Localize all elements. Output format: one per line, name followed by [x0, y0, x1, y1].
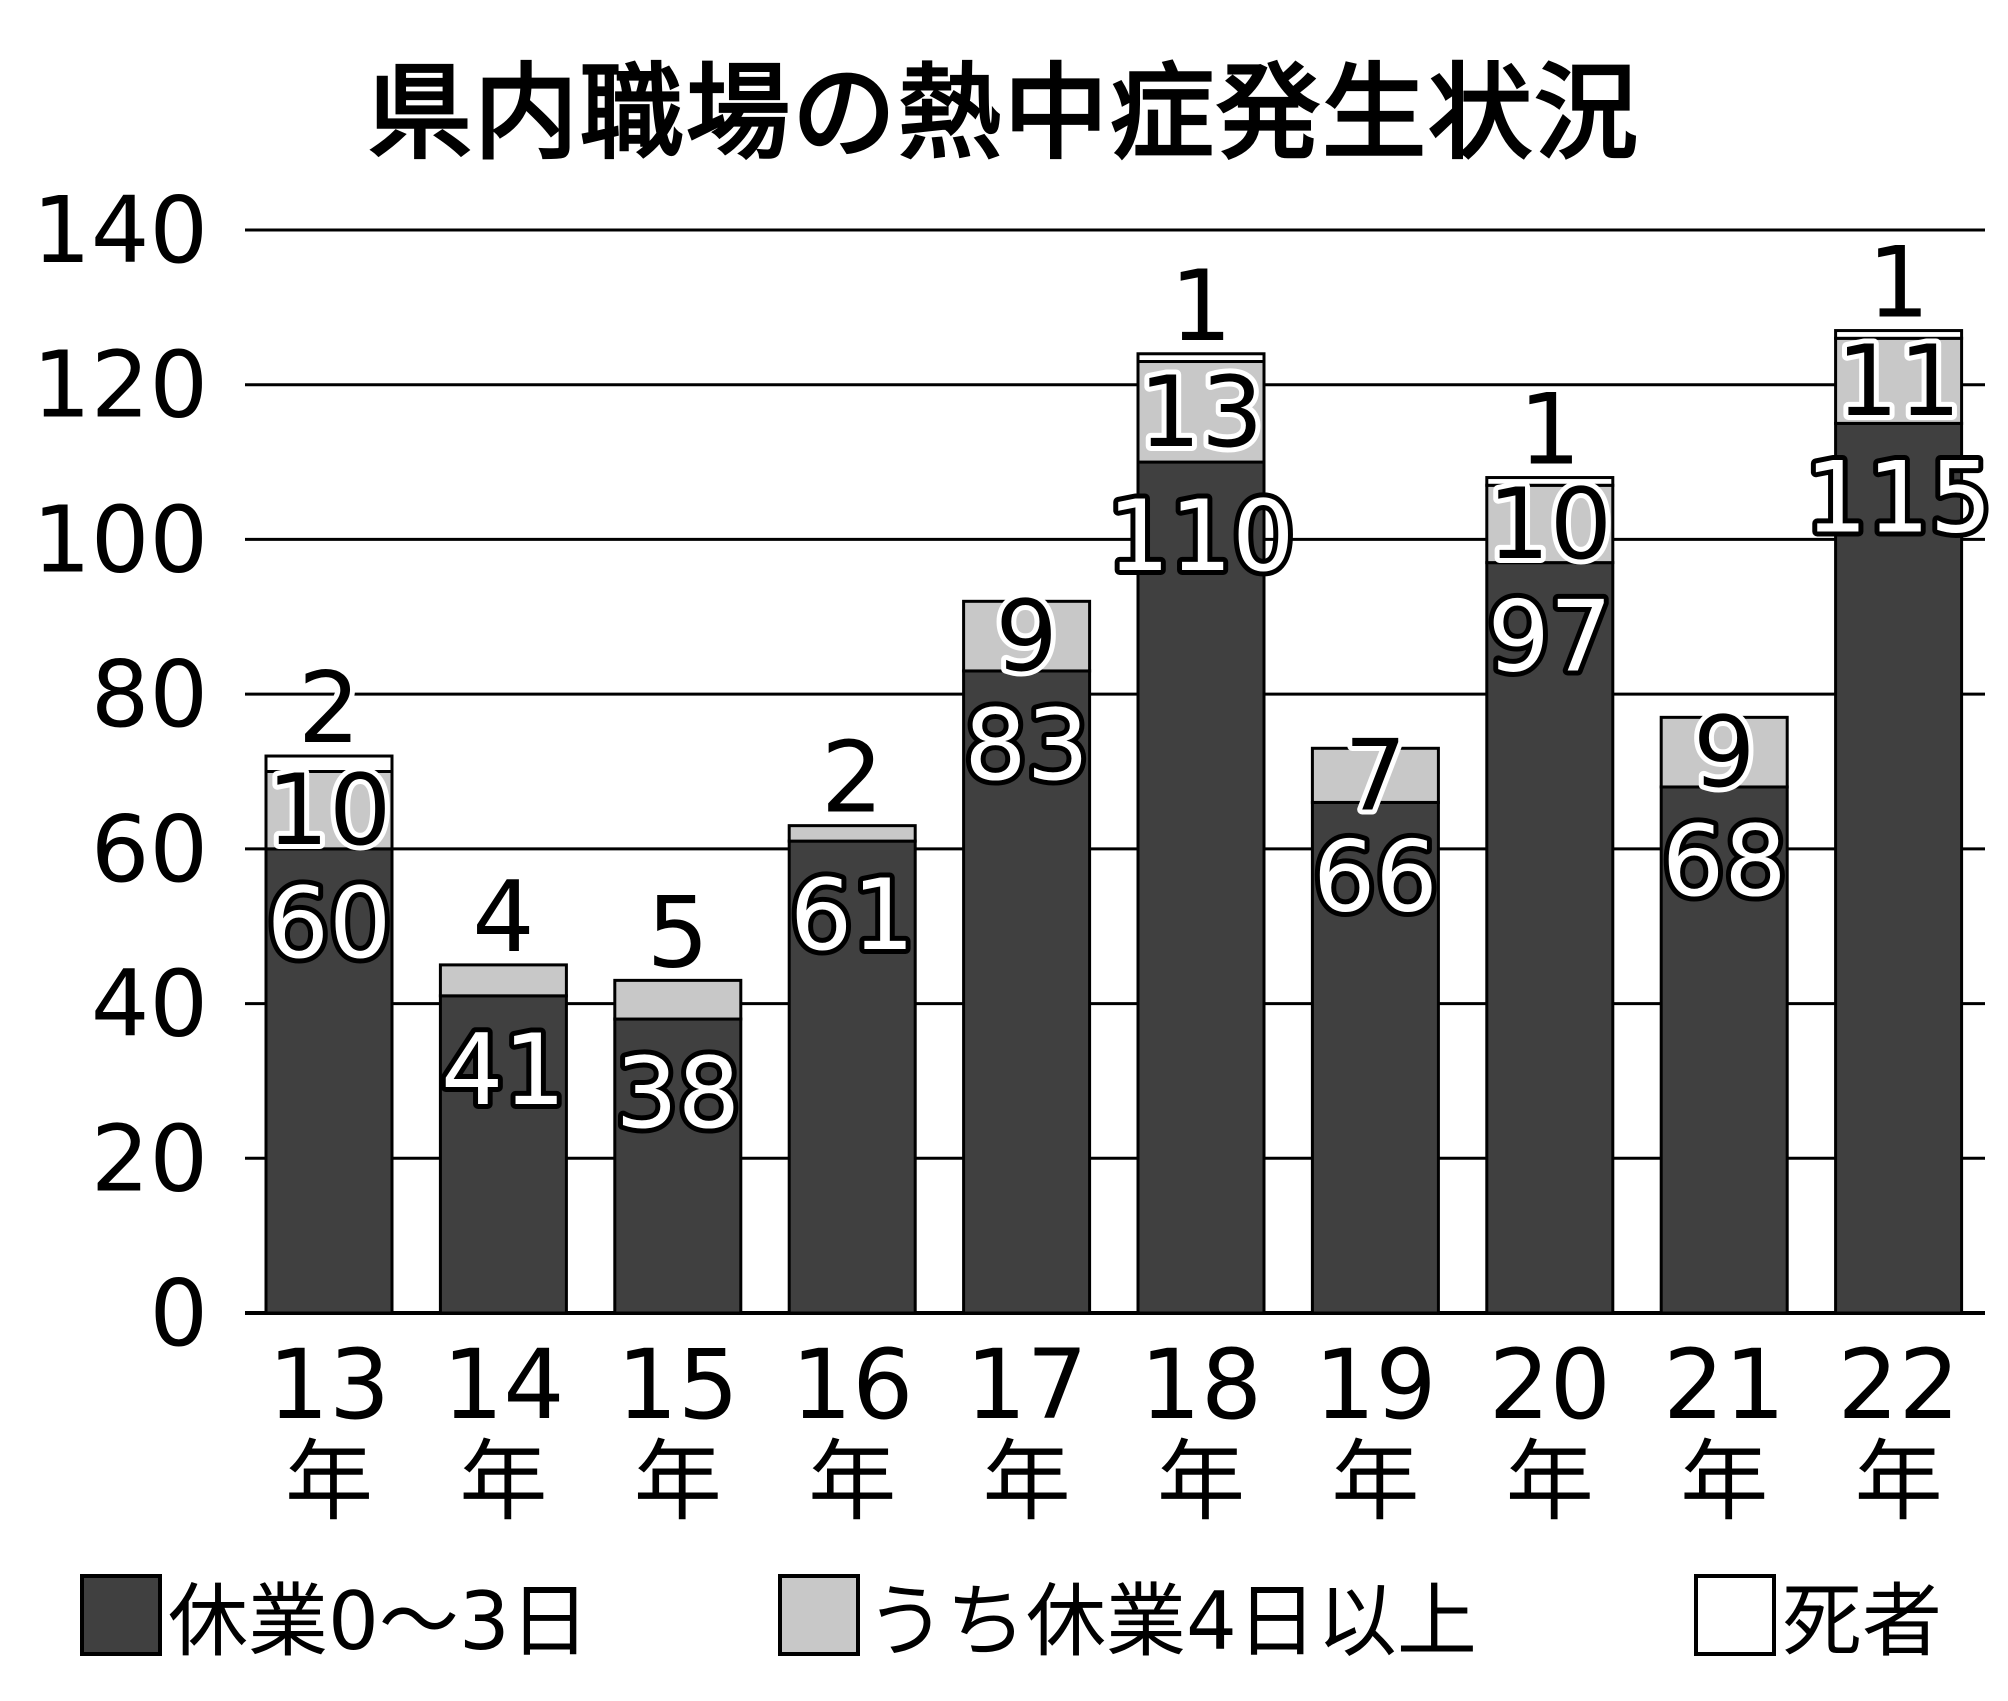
- x-tick-label-3: 16: [791, 1329, 913, 1441]
- data-label-series-0-4: 83: [964, 689, 1089, 803]
- axes: 02040608010012014013年14年15年16年17年18年19年2…: [32, 177, 1959, 1533]
- bar-0-3: [787, 839, 917, 1315]
- data-label-series-1-7: 10: [1487, 468, 1612, 582]
- y-tick-label-40: 40: [91, 951, 208, 1058]
- data-label-series-1-9: 11: [1836, 325, 1961, 439]
- data-label-series-1-5: 13: [1139, 356, 1264, 470]
- legend-swatch-2: [1694, 1574, 1776, 1656]
- data-label-series-0-9: 115: [1805, 441, 1992, 555]
- legend-label-1: うち休業4日以上: [866, 1575, 1477, 1668]
- bar-2-5: [1136, 352, 1266, 364]
- x-tick-unit-3: 年: [808, 1430, 896, 1533]
- legend-item-series-2: 死者: [1694, 1560, 1942, 1670]
- data-label-series-2-7: 1: [1519, 374, 1581, 488]
- legend: 休業0〜3日 うち休業4日以上 死者: [0, 1560, 2008, 1670]
- x-tick-unit-9: 年: [1855, 1430, 1943, 1533]
- y-tick-label-120: 120: [32, 332, 208, 439]
- x-tick-label-1: 14: [442, 1329, 564, 1441]
- x-tick-label-9: 22: [1838, 1329, 1960, 1441]
- legend-item-series-0: 休業0〜3日: [80, 1560, 590, 1670]
- bar-1-4: [962, 599, 1092, 673]
- data-label-series-0-6: 66: [1313, 820, 1438, 934]
- data-label-series-0-0: 60: [267, 867, 392, 981]
- legend-item-series-1: うち休業4日以上: [778, 1560, 1477, 1670]
- chart-title: 県内職場の熱中症発生状況: [367, 52, 1640, 174]
- legend-label-2: 死者: [1782, 1575, 1942, 1668]
- x-tick-label-2: 15: [617, 1329, 739, 1441]
- data-label-series-1-4: 9: [995, 580, 1057, 694]
- bar-1-1: [438, 963, 568, 998]
- bar-0-4: [962, 669, 1092, 1315]
- bar-0-5: [1136, 460, 1266, 1315]
- bar-1-6: [1310, 746, 1440, 804]
- bar-1-3: [787, 824, 917, 843]
- data-label-series-1-2: 5: [647, 876, 709, 990]
- data-label-series-1-6: 7: [1344, 719, 1406, 833]
- bar-1-0: [264, 770, 394, 851]
- bar-1-2: [613, 978, 743, 1021]
- legend-swatch-0: [80, 1574, 162, 1656]
- x-tick-unit-2: 年: [634, 1430, 722, 1533]
- legend-swatch-1: [778, 1574, 860, 1656]
- data-label-series-0-8: 68: [1662, 805, 1787, 919]
- x-tick-unit-1: 年: [459, 1430, 547, 1533]
- bar-2-0: [264, 754, 394, 773]
- y-tick-label-60: 60: [91, 796, 208, 903]
- y-tick-label-140: 140: [32, 177, 208, 284]
- y-tick-label-80: 80: [91, 641, 208, 748]
- x-tick-unit-7: 年: [1506, 1430, 1594, 1533]
- x-tick-unit-8: 年: [1680, 1430, 1768, 1533]
- data-label-series-0-7: 97: [1487, 581, 1612, 695]
- data-label-series-2-0: 2: [298, 652, 360, 766]
- bar-2-7: [1485, 476, 1615, 487]
- bar-0-9: [1834, 421, 1964, 1315]
- x-tick-label-7: 20: [1489, 1329, 1611, 1441]
- data-label-series-1-8: 9: [1693, 696, 1755, 810]
- x-tick-label-8: 21: [1663, 1329, 1785, 1441]
- data-label-series-1-1: 4: [472, 861, 534, 975]
- x-tick-unit-4: 年: [983, 1430, 1071, 1533]
- bar-0-8: [1659, 785, 1789, 1315]
- data-label-series-0-5: 110: [1107, 480, 1294, 594]
- x-tick-unit-0: 年: [285, 1430, 373, 1533]
- bar-1-7: [1485, 483, 1615, 565]
- bar-0-0: [264, 847, 394, 1315]
- x-tick-unit-6: 年: [1331, 1430, 1419, 1533]
- data-label-series-0-1: 41: [441, 1014, 566, 1128]
- bar-0-7: [1485, 561, 1615, 1315]
- data-label-series-2-9: 1: [1867, 227, 1929, 341]
- data-label-series-1-0: 10: [267, 754, 392, 868]
- y-tick-label-20: 20: [91, 1105, 208, 1212]
- data-label-series-2-5: 1: [1170, 250, 1232, 364]
- legend-label-0: 休業0〜3日: [168, 1575, 590, 1668]
- bar-0-2: [613, 1017, 743, 1315]
- bars: [264, 329, 1964, 1315]
- bar-0-1: [438, 994, 568, 1315]
- x-tick-label-0: 13: [268, 1329, 390, 1441]
- bar-2-9: [1834, 329, 1964, 340]
- data-label-series-0-3: 61: [790, 859, 915, 973]
- y-tick-label-0: 0: [149, 1260, 208, 1367]
- data-label-series-1-3: 2: [821, 722, 883, 836]
- x-tick-unit-5: 年: [1157, 1430, 1245, 1533]
- y-tick-label-100: 100: [32, 486, 208, 593]
- x-tick-label-6: 19: [1314, 1329, 1436, 1441]
- data-label-series-0-2: 38: [615, 1037, 740, 1151]
- x-tick-label-5: 18: [1140, 1329, 1262, 1441]
- bar-1-8: [1659, 715, 1789, 789]
- x-tick-label-4: 17: [966, 1329, 1088, 1441]
